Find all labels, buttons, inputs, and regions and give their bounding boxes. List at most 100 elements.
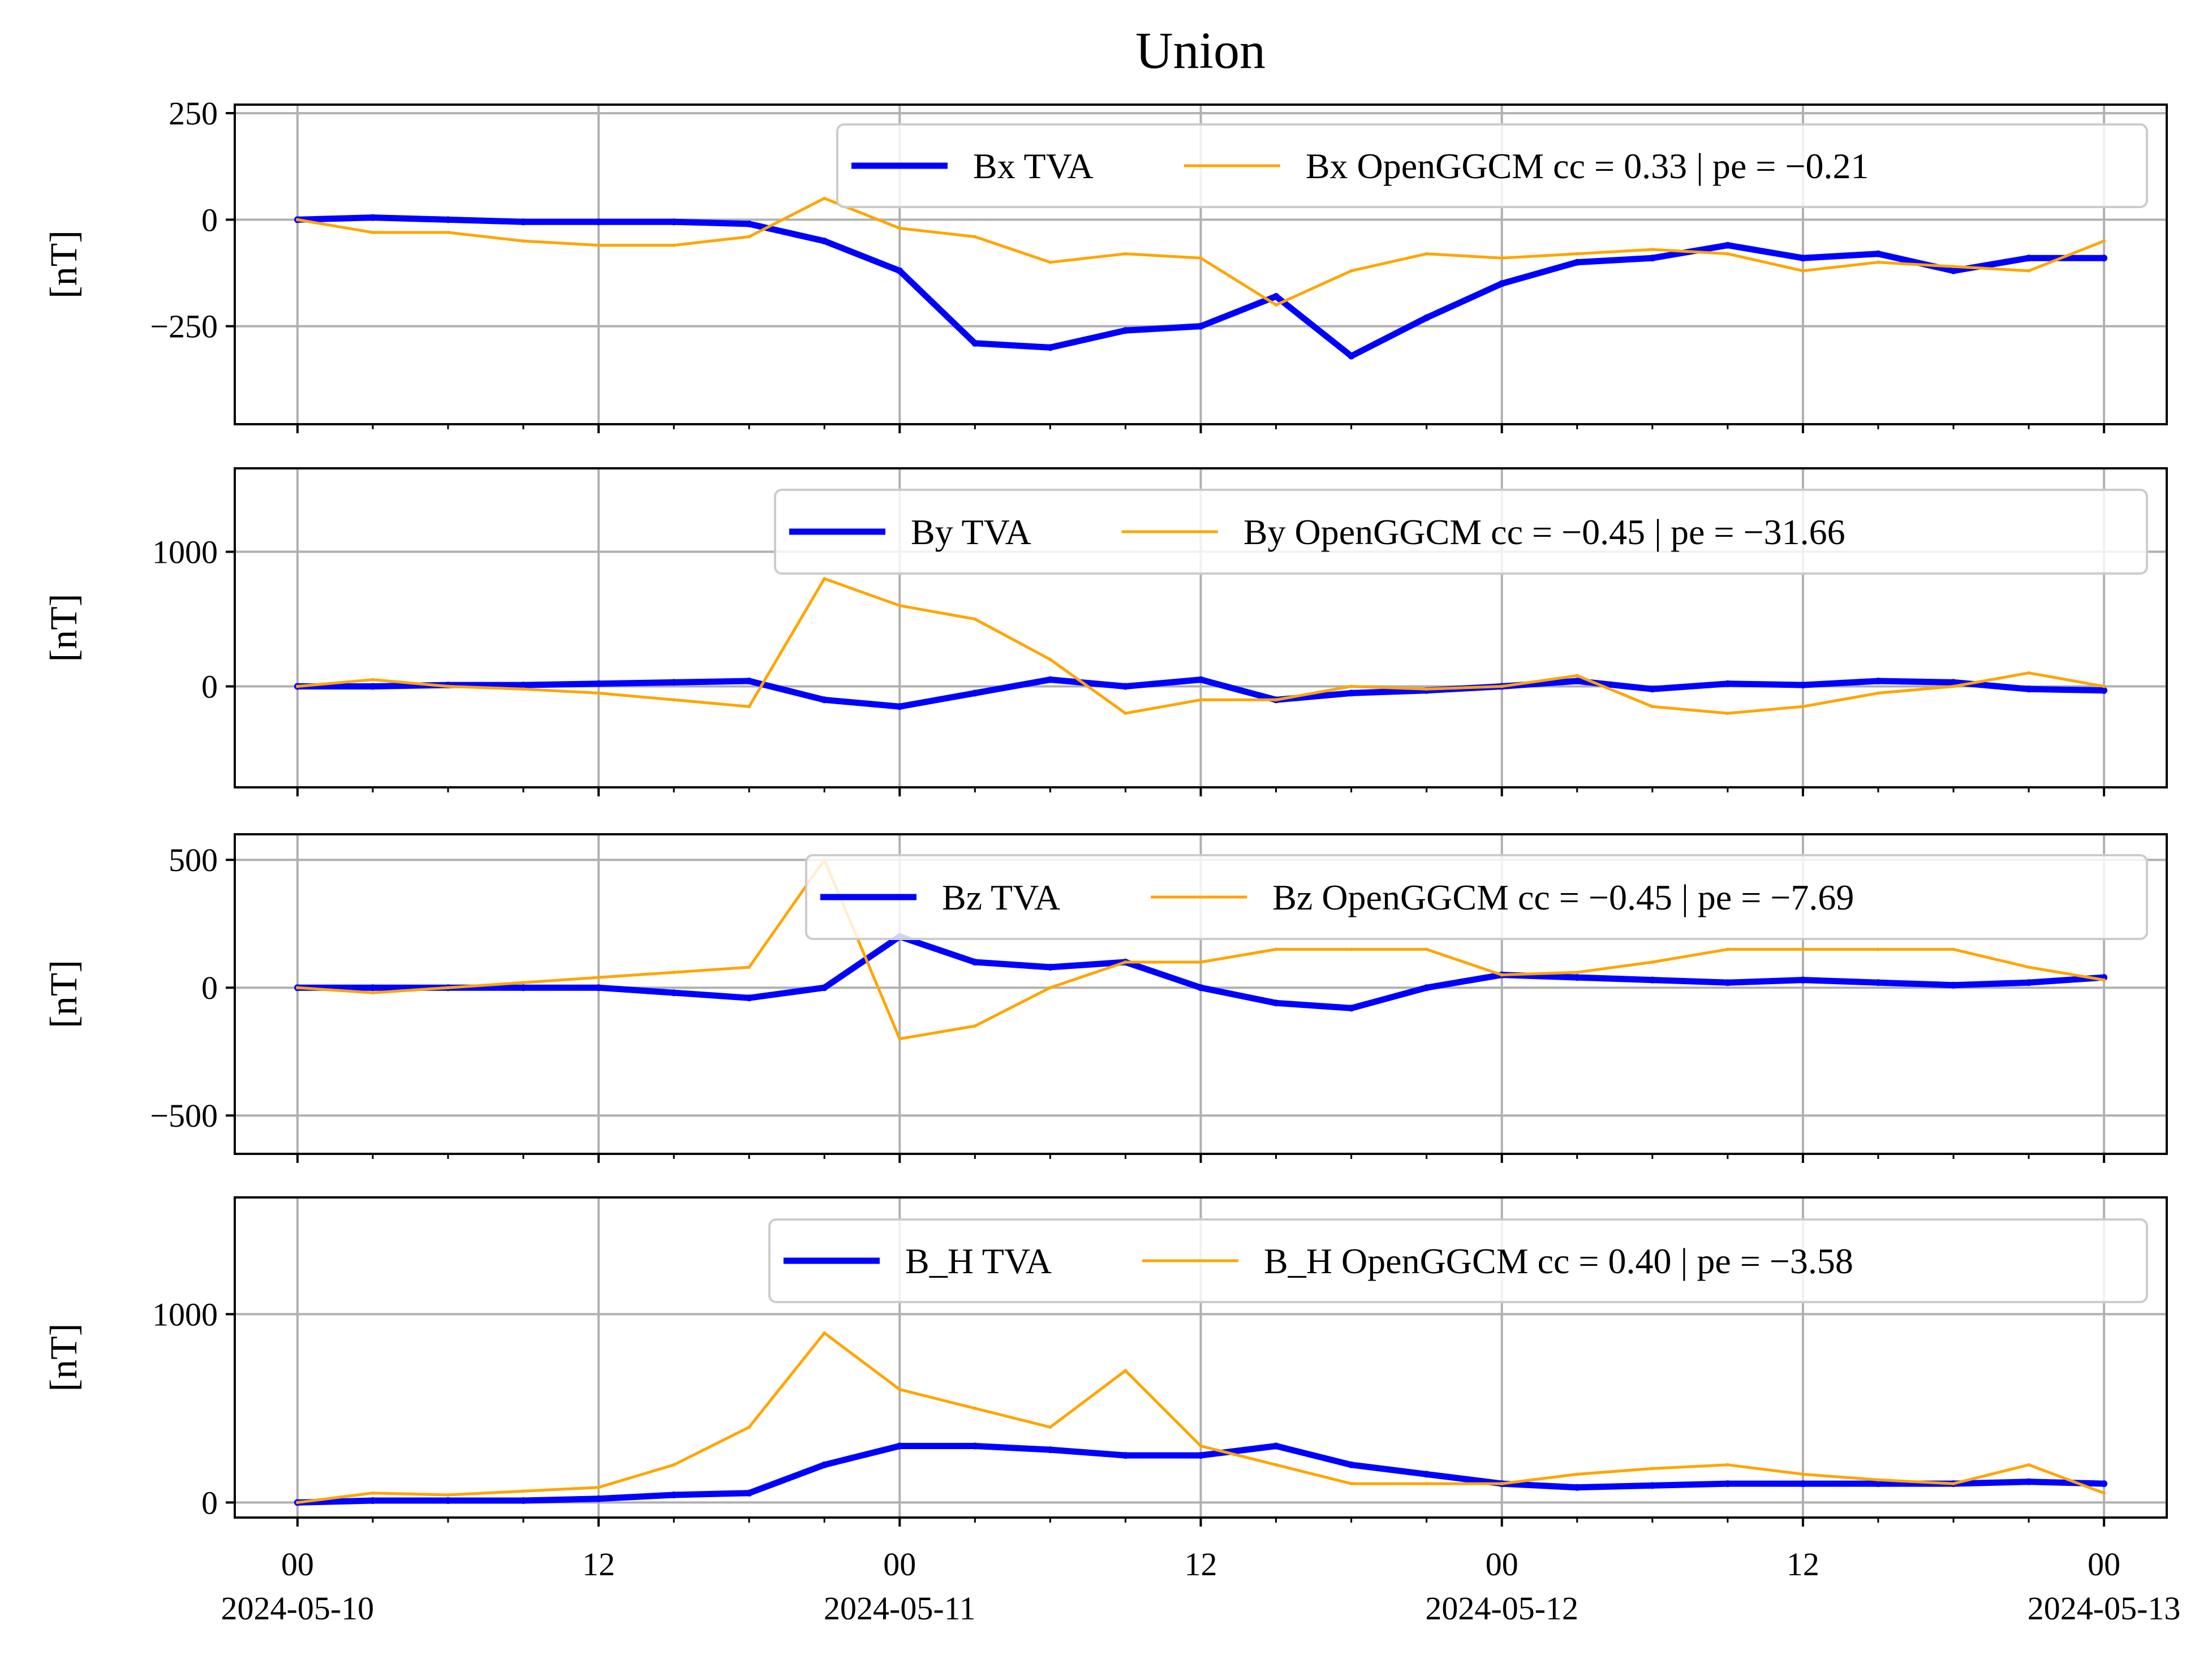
- data-point: [369, 984, 376, 992]
- data-point: [520, 218, 527, 226]
- data-point: [595, 1495, 603, 1502]
- data-point: [1575, 971, 1579, 975]
- chart-title: Union: [1135, 21, 1266, 79]
- data-point: [672, 243, 676, 247]
- data-point: [1877, 1478, 1880, 1482]
- y-axis-label: [nT]: [42, 960, 85, 1028]
- data-point: [2025, 979, 2033, 986]
- data-point: [823, 1331, 827, 1335]
- data-point: [1348, 689, 1355, 697]
- data-point: [295, 986, 299, 990]
- data-point: [1575, 674, 1579, 678]
- y-axis-label: [nT]: [42, 594, 85, 662]
- data-point: [369, 1497, 376, 1504]
- data-point: [1500, 973, 1504, 977]
- data-point: [821, 696, 828, 704]
- data-point: [1575, 1472, 1579, 1476]
- panel-1: 250 0 −250 [nT] Bx TVA Bx OpenGGCM cc = 0.33 …: [42, 95, 2168, 433]
- legend-label-tva: B_H TVA: [905, 1241, 1052, 1281]
- data-point: [1197, 984, 1204, 992]
- data-point: [369, 214, 376, 221]
- data-point: [898, 1037, 902, 1041]
- data-point: [1348, 1461, 1355, 1468]
- data-point: [971, 689, 979, 697]
- data-point: [1877, 691, 1880, 695]
- y-tick-label: 0: [201, 201, 218, 238]
- data-point: [1425, 687, 1428, 691]
- data-point: [747, 1425, 751, 1429]
- data-point: [1048, 260, 1052, 264]
- data-point: [1649, 686, 1656, 693]
- data-point: [1047, 1446, 1054, 1454]
- data-point: [1500, 256, 1504, 260]
- data-point: [2101, 687, 2108, 694]
- data-point: [1348, 1005, 1355, 1012]
- y-tick-label: 1000: [152, 1296, 218, 1333]
- data-point: [1197, 322, 1204, 330]
- data-point: [1649, 1482, 1656, 1489]
- data-point: [2025, 255, 2033, 262]
- data-point: [1952, 684, 1955, 688]
- data-point: [971, 339, 979, 347]
- data-point: [2101, 255, 2108, 262]
- legend: By TVA By OpenGGCM cc = −0.45 | pe = −31.…: [774, 489, 2148, 575]
- data-point: [1801, 705, 1805, 709]
- data-point: [670, 989, 678, 997]
- data-point: [1725, 712, 1729, 716]
- data-point: [1047, 964, 1054, 971]
- data-point: [1197, 676, 1204, 683]
- data-point: [1725, 947, 1729, 951]
- y-tick-label: 250: [169, 95, 218, 132]
- data-point: [746, 678, 753, 684]
- data-point: [670, 679, 678, 686]
- y-axis-label: [nT]: [42, 230, 85, 299]
- data-point: [1649, 976, 1656, 984]
- data-point: [1122, 1452, 1129, 1459]
- panel-4: 1000 0 [nT] B_H TVA B_H OpenGGCM cc = 0.40 |…: [42, 1196, 2168, 1527]
- data-point: [295, 1501, 299, 1505]
- legend-label-tva: Bx TVA: [973, 146, 1094, 186]
- legend: Bz TVA Bz OpenGGCM cc = −0.45 | pe = −7.6…: [805, 854, 2148, 940]
- data-point: [446, 986, 450, 990]
- x-tick-label: 12: [1787, 1546, 1819, 1583]
- data-point: [522, 981, 525, 985]
- data-point: [1349, 947, 1353, 951]
- data-point: [1875, 250, 1882, 257]
- data-point: [896, 267, 903, 274]
- data-point: [522, 687, 525, 691]
- data-point: [446, 231, 450, 234]
- x-date-label: 2024-05-10: [221, 1590, 375, 1627]
- data-point: [1272, 999, 1280, 1007]
- y-tick-label: 1000: [152, 534, 218, 571]
- data-point: [672, 698, 676, 702]
- data-point: [1801, 947, 1805, 951]
- x-tick-label: 00: [2088, 1546, 2120, 1583]
- data-point: [2027, 966, 2031, 969]
- data-point: [1724, 680, 1731, 687]
- data-point: [597, 976, 601, 980]
- data-point: [520, 682, 527, 689]
- legend-label-openggcm: Bz OpenGGCM cc = −0.45 | pe = −7.69: [1272, 877, 1854, 917]
- data-point: [1124, 252, 1127, 256]
- data-point: [2102, 239, 2106, 243]
- data-point: [1725, 252, 1729, 256]
- data-point: [1124, 960, 1127, 964]
- data-point: [1875, 678, 1882, 684]
- data-point: [1877, 947, 1880, 951]
- data-point: [597, 691, 601, 695]
- data-point: [1724, 242, 1731, 249]
- data-point: [973, 1024, 977, 1028]
- legend-box: [774, 489, 2148, 575]
- data-point: [1048, 1425, 1052, 1429]
- data-point: [898, 604, 902, 607]
- data-point: [1952, 265, 1955, 269]
- data-point: [1199, 698, 1203, 702]
- data-point: [1423, 1471, 1430, 1478]
- data-point: [445, 216, 451, 223]
- data-point: [1650, 705, 1654, 709]
- data-point: [522, 1489, 525, 1493]
- data-point: [1575, 252, 1579, 256]
- data-point: [1724, 979, 1731, 986]
- data-point: [1573, 258, 1581, 266]
- data-point: [746, 1489, 753, 1497]
